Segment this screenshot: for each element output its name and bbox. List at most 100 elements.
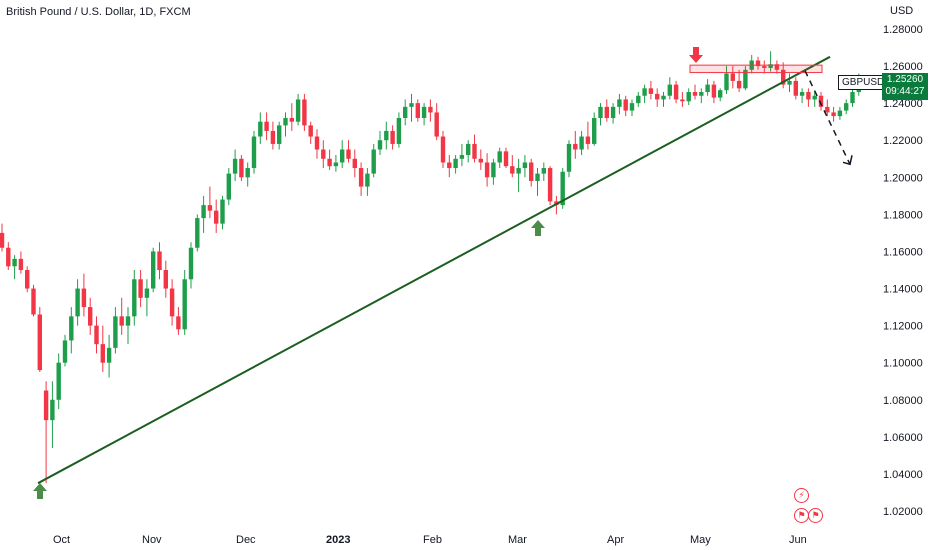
price-tick: 1.16000: [883, 246, 923, 258]
sell-arrow-may: [689, 47, 703, 63]
candle-body: [680, 99, 685, 102]
candle-body: [62, 340, 68, 363]
candle-body: [560, 171, 565, 206]
candle-body: [169, 288, 175, 317]
candle-body: [617, 99, 622, 107]
last-price: 1.25260: [886, 74, 924, 85]
lightning-icon[interactable]: ⚡: [794, 488, 809, 503]
candle-body: [787, 80, 792, 85]
candle-body: [18, 258, 24, 270]
candle-body: [667, 84, 672, 96]
candle-body: [270, 130, 276, 144]
candle-body: [314, 136, 320, 150]
candle-body: [743, 69, 748, 89]
candle-body: [629, 103, 635, 111]
buy-arrow-sep: [33, 483, 47, 499]
candle-body: [75, 288, 80, 317]
candle-body: [818, 95, 824, 107]
price-tick: 1.10000: [883, 358, 923, 370]
candle-body: [781, 69, 786, 85]
candle-body: [547, 168, 553, 202]
candle-body: [12, 258, 17, 267]
candle-body: [302, 99, 307, 126]
candle-body: [585, 136, 591, 144]
candle-body: [245, 168, 250, 178]
candle-body: [289, 117, 294, 122]
candle-body: [799, 92, 805, 96]
candle-body: [623, 99, 628, 111]
price-tick: 1.14000: [883, 284, 923, 296]
candle-body: [226, 173, 231, 200]
candle-body: [686, 92, 691, 102]
candle-body: [239, 158, 244, 178]
candle-body: [163, 270, 168, 289]
candle-body: [837, 110, 843, 117]
price-tick: 1.04000: [883, 469, 923, 481]
candle-body: [831, 112, 836, 117]
candle-body: [106, 347, 112, 363]
trendline[interactable]: [37, 55, 831, 485]
candle-body: [264, 121, 269, 131]
candle-body: [88, 307, 93, 326]
resistance-zone[interactable]: [689, 64, 823, 74]
candle-body: [491, 162, 496, 178]
time-tick: 2023: [326, 534, 350, 546]
price-axis: USD 1.28000 1.26000 1.24000 1.22000 1.20000 1.…: [883, 5, 923, 518]
candle-body: [144, 288, 150, 298]
candle-body: [157, 251, 162, 270]
candle-body: [365, 173, 370, 187]
candle-body: [125, 316, 131, 326]
candle-body: [25, 270, 30, 289]
candle-body: [277, 125, 282, 144]
candle-body: [377, 140, 383, 150]
candle-body: [705, 84, 710, 93]
currency-label: USD: [890, 5, 913, 17]
candle-body: [806, 92, 811, 100]
candle-body: [579, 136, 584, 150]
candle-body: [396, 117, 402, 144]
candle-body: [283, 117, 288, 126]
candle-body: [541, 168, 546, 174]
candle-body: [201, 205, 206, 219]
candle-body: [43, 390, 49, 421]
price-tick: 1.26000: [883, 61, 923, 73]
price-tick: 1.02000: [883, 506, 923, 518]
candle-body: [472, 143, 477, 159]
candle-body: [31, 288, 36, 315]
candle-body: [333, 162, 339, 167]
candle-body: [220, 199, 225, 224]
price-tick: 1.06000: [883, 432, 923, 444]
candle-body: [119, 316, 124, 326]
candle-body: [56, 362, 61, 400]
buy-arrow-mar: [531, 220, 545, 236]
candle-body: [497, 151, 502, 163]
candle-body: [421, 106, 427, 118]
price-tick: 1.08000: [883, 395, 923, 407]
candle-body: [598, 106, 603, 118]
time-tick: Nov: [142, 534, 162, 546]
candle-body: [516, 168, 521, 174]
candle-body: [825, 106, 830, 113]
candle-body: [403, 106, 408, 118]
candle-body: [188, 247, 194, 280]
time-tick: Apr: [607, 534, 624, 546]
candle-body: [755, 60, 761, 67]
candle-body: [466, 143, 471, 156]
candle-body: [0, 232, 5, 248]
candle-body: [610, 106, 616, 118]
price-tick: 1.12000: [883, 321, 923, 333]
candle-body: [447, 162, 452, 169]
candle-body: [736, 80, 742, 89]
candle-body: [724, 73, 729, 91]
candle-body: [132, 279, 137, 317]
candle-body: [768, 64, 773, 68]
candle-body: [409, 103, 414, 107]
flag-icon[interactable]: ⚑: [794, 508, 809, 523]
candle-body: [358, 168, 364, 187]
candle-body: [535, 173, 540, 182]
candle-body: [195, 218, 200, 248]
candle-body: [636, 95, 641, 104]
flag-icon-2[interactable]: ⚑: [808, 508, 823, 523]
candle-body: [50, 399, 55, 421]
